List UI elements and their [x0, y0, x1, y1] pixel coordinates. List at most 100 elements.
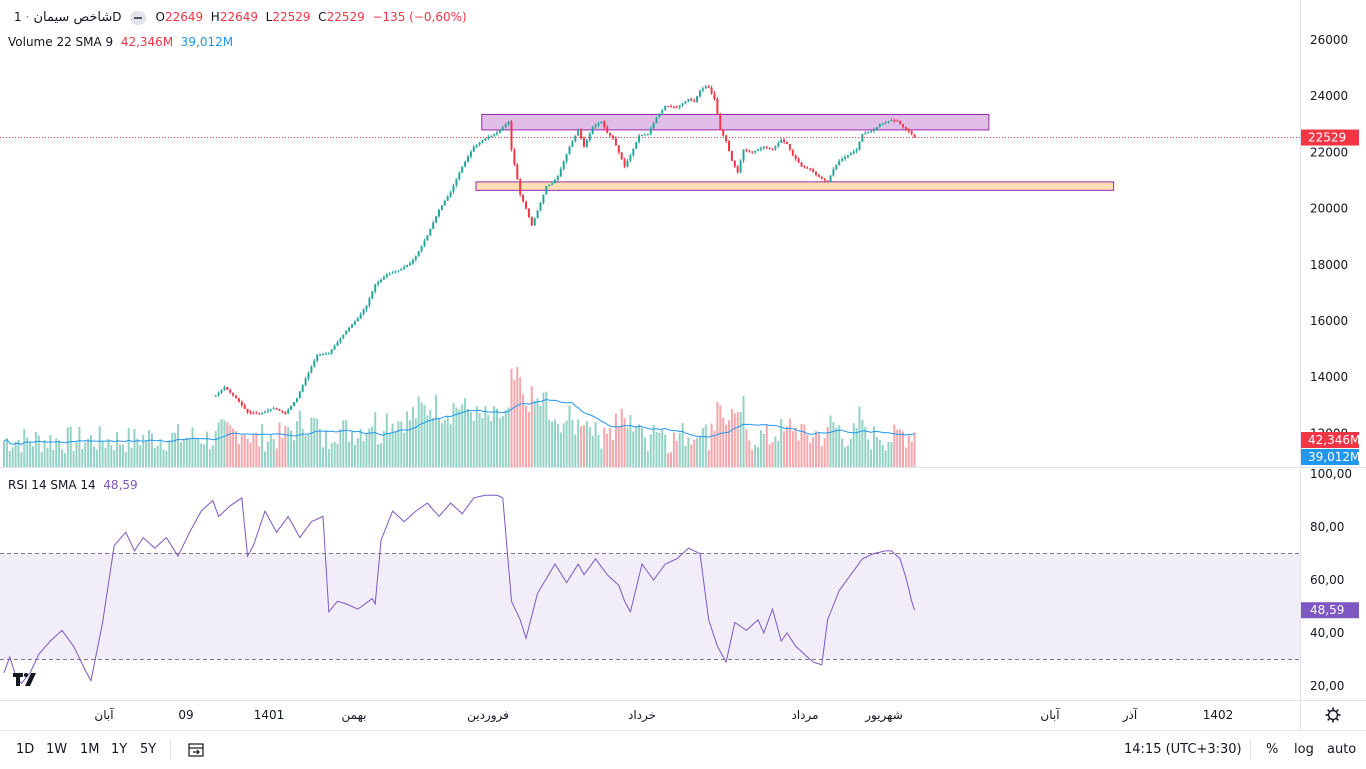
volume-bar: [664, 434, 667, 467]
candle-body: [823, 178, 826, 181]
volume-bar: [150, 433, 153, 467]
volume-bar: [484, 406, 487, 467]
volume-bar: [14, 441, 17, 467]
volume-bar: [730, 408, 733, 467]
clock-timezone[interactable]: 14:15 (UTC+3:30): [1124, 742, 1242, 757]
chart-settings-icon[interactable]: [1325, 707, 1341, 723]
volume-bar: [707, 450, 710, 467]
candle-body: [609, 132, 612, 136]
timeframe-5y-button[interactable]: 5Y: [140, 742, 157, 757]
candle-body: [278, 409, 281, 411]
timeframe-1y-button[interactable]: 1Y: [111, 742, 128, 757]
volume-bar: [855, 427, 858, 467]
candle-body: [881, 123, 884, 125]
candle-body: [585, 140, 588, 147]
volume-axis-label: 42,346M: [1308, 433, 1360, 447]
volume-bar: [481, 417, 484, 467]
volume-bar: [235, 431, 237, 467]
candle-body: [670, 106, 672, 108]
volume-bar: [63, 453, 66, 467]
volume-value: 42,346M: [120, 35, 174, 49]
volume-bar: [368, 428, 371, 467]
candle-body: [681, 103, 684, 106]
percent-scale-button[interactable]: %: [1266, 742, 1279, 757]
timeframe-1m-button[interactable]: 1M: [80, 742, 100, 757]
candle-body: [330, 349, 333, 354]
candle-body: [748, 150, 751, 152]
candle-body: [432, 222, 435, 229]
candle-body: [264, 411, 266, 413]
volume-bar: [226, 422, 229, 467]
volume-bar: [52, 449, 55, 467]
volume-bar: [771, 442, 774, 467]
candle-body: [696, 96, 699, 102]
volume-bar: [783, 431, 786, 467]
candle-body: [498, 129, 501, 133]
volume-bar: [739, 411, 742, 467]
volume-bar: [69, 426, 72, 467]
volume-bar: [20, 452, 23, 467]
candle-body: [893, 120, 896, 122]
candle-body: [261, 412, 264, 414]
rsi-legend[interactable]: RSI 14 SMA 14 48,59: [8, 478, 138, 492]
volume-bar: [110, 445, 113, 467]
volume-bar: [467, 408, 469, 467]
interval-label[interactable]: 1D: [14, 10, 122, 24]
volume-bar: [817, 433, 820, 467]
candle-body: [658, 113, 661, 118]
tradingview-logo-icon[interactable]: [12, 670, 38, 688]
date-range-icon[interactable]: [187, 741, 205, 759]
volume-bar: [475, 406, 478, 467]
volume-bar: [835, 427, 838, 467]
symbol-name[interactable]: شاخص سیمان: [33, 10, 113, 25]
log-scale-button[interactable]: log: [1294, 742, 1314, 757]
volume-bar: [127, 427, 130, 467]
volume-bar: [751, 449, 754, 467]
volume-bar: [400, 421, 403, 467]
candle-body: [614, 138, 617, 146]
timeframe-1d-button[interactable]: 1D: [16, 742, 35, 757]
candle-body: [826, 180, 829, 182]
volume-bar: [568, 405, 571, 467]
volume-bar: [275, 448, 278, 467]
support-resistance-zone[interactable]: [481, 113, 990, 131]
volume-bar: [345, 420, 348, 467]
candle-body: [351, 324, 353, 328]
volume-bar: [385, 413, 388, 467]
volume-bar: [3, 440, 5, 467]
candle-body: [217, 392, 220, 396]
volume-bar: [145, 440, 148, 467]
candle-body: [290, 406, 293, 410]
volume-bar: [838, 425, 841, 467]
volume-bar: [362, 441, 365, 467]
volume-bar: [757, 447, 759, 467]
volume-bar: [307, 433, 310, 467]
candle-body: [397, 270, 400, 272]
volume-bar: [237, 444, 240, 467]
timeframe-1w-button[interactable]: 1W: [46, 742, 68, 757]
collapse-legend-icon[interactable]: [129, 10, 146, 25]
volume-bar: [124, 452, 127, 467]
candle-body: [626, 160, 629, 167]
volume-bar: [609, 428, 612, 467]
volume-legend[interactable]: Volume 22 SMA 9 42,346M 39,012M: [8, 35, 233, 49]
volume-bar: [113, 450, 116, 467]
candle-body: [820, 176, 823, 179]
auto-scale-button[interactable]: auto: [1327, 742, 1357, 757]
candle-body: [423, 240, 426, 246]
volume-bar: [643, 437, 646, 467]
candle-body: [884, 122, 887, 124]
volume-bar: [873, 426, 875, 467]
volume-bar: [522, 394, 525, 467]
rsi-band-background: [0, 553, 1300, 660]
gear-ring: [1327, 709, 1339, 721]
candle-body: [472, 146, 475, 152]
volume-bar: [684, 445, 687, 467]
volume-bar: [641, 427, 643, 467]
support-resistance-zone[interactable]: [475, 181, 1115, 191]
volume-bar: [5, 438, 8, 467]
volume-bar: [232, 428, 235, 467]
volume-bar: [121, 444, 124, 467]
volume-bar: [606, 433, 609, 467]
